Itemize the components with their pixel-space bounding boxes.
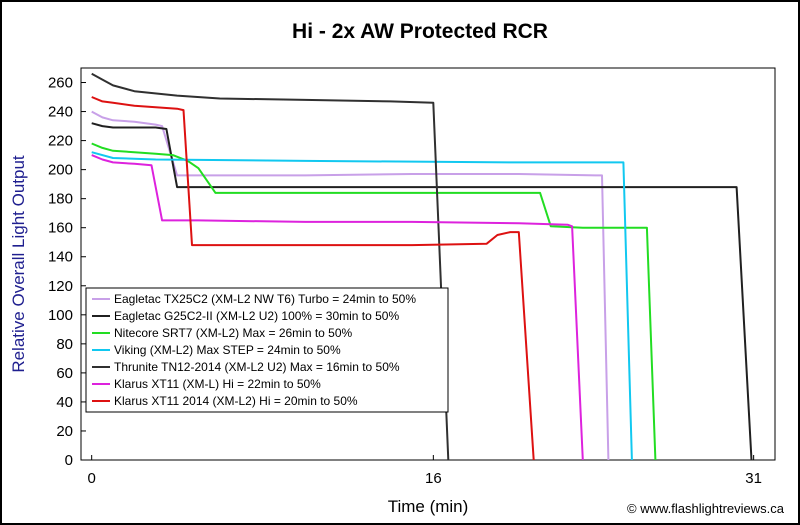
y-tick-label: 40: [56, 394, 73, 411]
x-tick-label: 16: [425, 470, 442, 487]
legend-label-3: Nitecore SRT7 (XM-L2) Max = 26min to 50%: [114, 326, 353, 340]
x-axis-label: Time (min): [388, 497, 469, 516]
series-line-4: [91, 151, 633, 461]
y-tick-label: 260: [48, 75, 73, 92]
series-line-5: [91, 72, 450, 461]
legend-label-1: Eagletac TX25C2 (XM-L2 NW T6) Turbo = 24…: [114, 292, 416, 306]
y-axis-label: Relative Overall Light Output: [9, 155, 28, 373]
series-line-6: [91, 154, 584, 461]
y-tick-label: 240: [48, 104, 73, 121]
credit-text: © www.flashlightreviews.ca: [627, 501, 785, 516]
legend-label-5: Thrunite TN12-2014 (XM-L2 U2) Max = 16mi…: [114, 360, 400, 374]
series-line-3: [91, 142, 657, 461]
series-layer: [91, 72, 753, 461]
legend-label-2: Eagletac G25C2-II (XM-L2 U2) 100% = 30mi…: [114, 309, 399, 323]
series-line-7: [91, 96, 535, 461]
y-axis: 0 20 40 60 80 100 120 140 160 180 200 220 240 260: [48, 75, 86, 469]
x-tick-label: 0: [88, 470, 96, 487]
legend-label-6: Klarus XT11 (XM-L) Hi = 22min to 50%: [114, 377, 321, 391]
y-tick-label: 180: [48, 191, 73, 208]
y-tick-label: 80: [56, 336, 73, 353]
y-tick-label: 60: [56, 365, 73, 382]
y-tick-label: 220: [48, 133, 73, 150]
y-tick-label: 200: [48, 162, 73, 179]
legend: Eagletac TX25C2 (XM-L2 NW T6) Turbo = 24…: [85, 287, 449, 413]
y-tick-label: 100: [48, 307, 73, 324]
x-axis: 0 16 31: [88, 455, 762, 487]
series-line-2: [91, 122, 753, 461]
legend-box: [85, 287, 449, 413]
legend-label-7: Klarus XT11 2014 (XM-L2) Hi = 20min to 5…: [114, 394, 358, 408]
y-tick-label: 140: [48, 249, 73, 266]
y-tick-label: 120: [48, 278, 73, 295]
y-tick-label: 20: [56, 423, 73, 440]
chart-title: Hi - 2x AW Protected RCR: [292, 20, 548, 43]
series-line-1: [91, 110, 610, 461]
x-tick-label: 31: [745, 470, 762, 487]
y-tick-label: 0: [65, 452, 73, 469]
legend-label-4: Viking (XM-L2) Max STEP = 24min to 50%: [114, 343, 341, 357]
y-tick-label: 160: [48, 220, 73, 237]
